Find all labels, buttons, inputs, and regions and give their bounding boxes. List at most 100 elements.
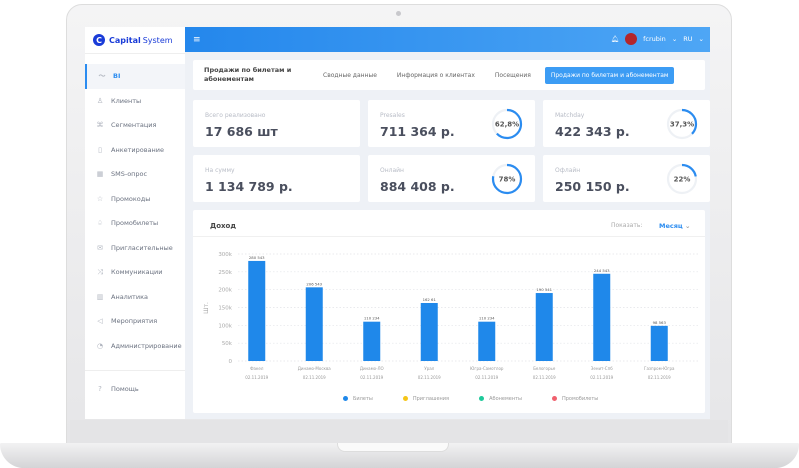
legend-item[interactable]: Абонементы	[479, 396, 522, 402]
bar-value-label: 162 61	[423, 297, 437, 302]
help-icon: ?	[98, 385, 102, 394]
x-tick-label: Урал	[424, 366, 434, 371]
stat-value: 1 134 789 р.	[205, 179, 293, 194]
avatar[interactable]	[625, 33, 638, 45]
x-tick-date: 02.11.2019	[418, 375, 441, 380]
legend-dot-icon	[551, 396, 557, 401]
stat-card: Всего реализовано 17 686 шт	[193, 100, 360, 147]
hamburger-icon[interactable]: ≡	[193, 35, 201, 45]
sidebar-item[interactable]: ▦ SMS-опрос	[85, 162, 185, 187]
percent-ring: 37,3%	[666, 108, 698, 140]
sidebar-item-label: Коммуникации	[111, 268, 163, 277]
bar-value-label: 110 234	[364, 316, 380, 321]
stat-card: На сумму 1 134 789 р.	[193, 155, 360, 202]
x-tick-date: 02.11.2019	[245, 375, 268, 380]
tab[interactable]: Продажи по билетам и абонементам	[544, 66, 675, 84]
sidebar-item-label: Помощь	[111, 385, 139, 394]
tab[interactable]: Информация о клиентах	[396, 71, 475, 79]
sidebar-item[interactable]: 〜 BI	[85, 64, 185, 89]
stat-value: 17 686 шт	[205, 124, 278, 139]
gauge-icon: ◔	[96, 341, 104, 350]
sidebar-item-label: Клиенты	[111, 96, 142, 105]
sidebar-item[interactable]: ⤨ Коммуникации	[85, 260, 185, 285]
legend-label: Приглашения	[412, 396, 450, 402]
sidebar-item-help[interactable]: ? Помощь	[85, 377, 185, 402]
sidebar-item[interactable]: ▯ Анкетирование	[85, 138, 185, 163]
sidebar-item-label: Мероприятия	[111, 317, 158, 326]
logo[interactable]: C Capital System	[85, 27, 185, 54]
sidebar-item-label: Администрирование	[111, 341, 182, 350]
page-title: Продажи по билетам и абонементам	[204, 66, 292, 83]
bar	[478, 321, 496, 361]
y-tick-label: 200k	[218, 288, 232, 294]
percent-label: 62,8%	[495, 121, 519, 129]
y-tick-label: 250k	[218, 270, 232, 276]
sidebar-item[interactable]: ✉ Пригласительные	[85, 236, 185, 261]
sidebar-item[interactable]: ▥ Аналитика	[85, 285, 185, 310]
stat-card: Офлайн 250 150 р. 22%	[543, 155, 710, 202]
stat-value: 422 343 р.	[555, 124, 630, 139]
y-tick-label: 300k	[218, 252, 232, 258]
laptop-notch	[337, 443, 449, 452]
legend-item[interactable]: Промобилеты	[551, 396, 599, 402]
bar	[248, 260, 266, 361]
user-menu[interactable]: fcrubin	[643, 35, 666, 43]
percent-label: 22%	[674, 176, 691, 184]
sidebar-item[interactable]: ◔ Администрирование	[85, 334, 185, 359]
language-select[interactable]: RU	[683, 35, 693, 43]
top-header: ≡ 🔔︎ fcrubin ⌄ RU ⌄	[185, 27, 710, 52]
bell-icon[interactable]: 🔔︎	[610, 35, 620, 43]
stat-value: 250 150 р.	[555, 179, 630, 194]
app-screen: C Capital System 〜 BI ♙ Клиенты ⌘ Сегментация ▯…	[85, 27, 710, 419]
bar-value-label: 110 234	[479, 316, 495, 321]
stat-card: Presales 711 364 р. 62,8%	[368, 100, 535, 147]
shuffle-icon: ⤨	[97, 267, 103, 276]
x-tick-label: Югра-Самотлор	[470, 366, 504, 371]
sidebar-item-label: SMS-опрос	[111, 170, 148, 179]
trend-icon: 〜	[98, 72, 106, 81]
grid-icon: ▦	[96, 170, 104, 179]
bar	[363, 321, 381, 361]
tab[interactable]: Посещения	[494, 71, 531, 79]
x-tick-date: 02.11.2019	[303, 375, 326, 380]
legend-label: Билеты	[353, 396, 373, 402]
sidebar-item-label: Промобилеты	[111, 219, 159, 228]
x-tick-label: Динамо-Москва	[298, 366, 332, 371]
sidebar-item[interactable]: ☆ Промокоды	[85, 187, 185, 212]
period-select[interactable]: Месяц ⌄	[659, 222, 691, 230]
ring-fill	[666, 108, 698, 140]
stat-card: Matchday 422 343 р. 37,3%	[543, 100, 710, 147]
sidebar-item[interactable]: ⌘ Сегментация	[85, 113, 185, 138]
x-tick-date: 02.11.2019	[590, 375, 613, 380]
x-tick-date: 02.11.2019	[533, 375, 556, 380]
sidebar-item[interactable]: ♙ Клиенты	[85, 89, 185, 114]
bar-chart-icon: ▥	[96, 292, 104, 301]
tab[interactable]: Сводные данные	[323, 71, 377, 79]
camera	[396, 11, 401, 16]
bar-value-label: 98 563	[653, 320, 667, 325]
megaphone-icon: ◁	[97, 317, 103, 326]
ring-fill	[491, 108, 523, 140]
bar-value-label: 206 543	[306, 281, 322, 286]
tab-bar: Продажи по билетам и абонементам Сводные…	[193, 60, 705, 90]
stat-label: Офлайн	[555, 167, 581, 174]
logo-text-light: System	[142, 35, 173, 45]
y-tick-label: 50k	[222, 341, 233, 347]
x-tick-label: Факел	[250, 366, 264, 371]
y-tick-label: 0	[229, 359, 233, 365]
sidebar-item[interactable]: ◁ Мероприятия	[85, 309, 185, 334]
bar	[593, 273, 611, 361]
chevron-down-icon: ⌄	[671, 35, 678, 43]
legend-item[interactable]: Билеты	[343, 396, 373, 402]
legend-label: Абонементы	[489, 396, 522, 402]
legend-label: Промобилеты	[561, 396, 599, 402]
sidebar-item[interactable]: ♤ Промобилеты	[85, 211, 185, 236]
legend-dot-icon	[402, 396, 408, 401]
chart-title: Доход	[210, 222, 237, 230]
stat-label: Matchday	[555, 112, 585, 119]
legend-item[interactable]: Приглашения	[402, 396, 450, 402]
bar	[420, 303, 438, 361]
chart-legend: Билеты Приглашения Абонементы Промобилеты	[343, 396, 598, 402]
bar	[650, 325, 668, 361]
stat-card: Онлайн 884 408 р. 78%	[368, 155, 535, 202]
